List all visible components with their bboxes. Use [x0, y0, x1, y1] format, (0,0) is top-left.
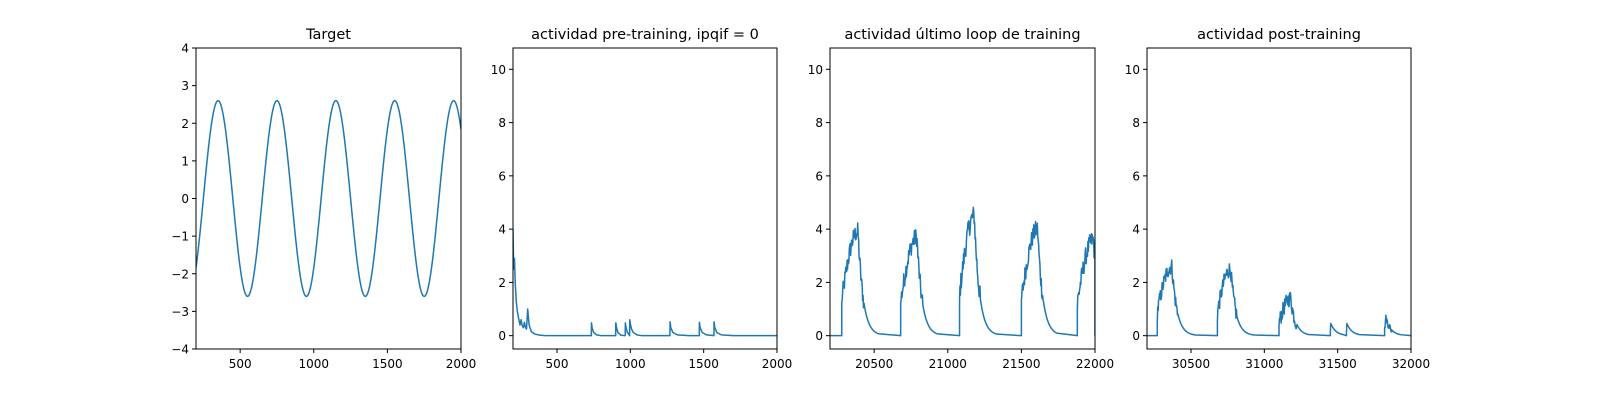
panel-pre-training: actividad pre-training, ipqif = 0 500 100…: [491, 27, 793, 371]
axes-frame: [1146, 47, 1412, 350]
x-tick-label: 2000: [762, 357, 793, 371]
axes-frame: [195, 47, 462, 350]
y-tick-label: −4: [171, 343, 189, 357]
x-tick-label: 1000: [299, 357, 330, 371]
panel-post-training: actividad post-training 30500 31000 31500 3…: [1125, 27, 1430, 371]
y-tick-label: 4: [181, 42, 189, 56]
y-tick-label: 0: [815, 329, 823, 343]
y-tick-label: 8: [498, 116, 506, 130]
panel-title: Target: [305, 27, 351, 43]
panel-last-training-loop: actividad último loop de training 20500 2…: [808, 27, 1114, 371]
x-tick-label: 22000: [1076, 357, 1114, 371]
y-tick-label: −2: [171, 267, 189, 281]
x-tick-label: 21500: [1002, 357, 1040, 371]
series-line: [830, 206, 1095, 337]
y-tick-label: 2: [815, 276, 823, 290]
y-tick-label: 6: [1132, 169, 1140, 183]
x-tick-label: 31000: [1245, 357, 1283, 371]
y-tick-label: 2: [181, 117, 189, 131]
y-tick-label: 8: [815, 116, 823, 130]
panel-target: Target 500 1000 1500 2000 −4 −3 −2 −1 0 1 2 3 4: [171, 27, 476, 371]
y-tick-label: 1: [181, 154, 189, 168]
y-tick-label: 4: [1132, 223, 1140, 237]
y-tick-label: 4: [815, 223, 823, 237]
series-line: [196, 99, 461, 298]
y-tick-label: 6: [815, 169, 823, 183]
x-tick-label: 30500: [1172, 357, 1210, 371]
x-tick-label: 1500: [372, 357, 403, 371]
x-tick-label: 1500: [688, 357, 719, 371]
panel-title: actividad pre-training, ipqif = 0: [531, 27, 759, 43]
y-tick-label: 10: [491, 63, 506, 77]
series-line: [1147, 259, 1411, 337]
y-tick-label: −1: [171, 230, 189, 244]
x-tick-label: 32000: [1392, 357, 1430, 371]
x-tick-label: 500: [546, 357, 569, 371]
panel-title: actividad último loop de training: [844, 27, 1080, 43]
y-tick-label: 10: [1125, 63, 1140, 77]
y-tick-label: 3: [181, 79, 189, 93]
series-line: [513, 229, 777, 337]
y-tick-label: 2: [1132, 276, 1140, 290]
y-tick-label: 8: [1132, 116, 1140, 130]
x-tick-label: 21000: [929, 357, 967, 371]
y-tick-label: 6: [498, 169, 506, 183]
y-tick-label: −3: [171, 305, 189, 319]
y-tick-label: 0: [498, 329, 506, 343]
x-tick-label: 31500: [1319, 357, 1357, 371]
axes-frame: [512, 47, 778, 350]
x-tick-label: 1000: [615, 357, 646, 371]
y-tick-label: 10: [808, 63, 823, 77]
axes-frame: [829, 47, 1096, 350]
y-tick-label: 2: [498, 276, 506, 290]
x-tick-label: 20500: [855, 357, 893, 371]
x-tick-label: 500: [229, 357, 252, 371]
y-tick-label: 0: [181, 192, 189, 206]
y-tick-label: 4: [498, 223, 506, 237]
x-tick-label: 2000: [446, 357, 477, 371]
panel-title: actividad post-training: [1197, 27, 1361, 43]
y-tick-label: 0: [1132, 329, 1140, 343]
